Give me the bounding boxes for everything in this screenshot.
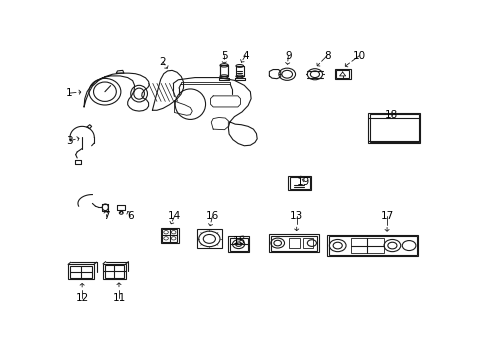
Bar xyxy=(161,228,179,243)
Text: 13: 13 xyxy=(290,211,303,221)
Bar xyxy=(351,238,384,253)
Bar xyxy=(103,264,126,279)
Text: 14: 14 xyxy=(168,211,181,221)
Bar xyxy=(329,236,416,255)
Bar xyxy=(289,238,300,248)
Text: 15: 15 xyxy=(233,237,246,246)
Bar xyxy=(228,237,249,252)
Bar xyxy=(336,69,349,78)
Bar xyxy=(68,264,94,279)
Bar xyxy=(162,229,177,242)
Bar xyxy=(270,234,318,252)
Text: 10: 10 xyxy=(353,51,366,61)
Text: 8: 8 xyxy=(324,51,330,61)
Text: 6: 6 xyxy=(127,211,134,221)
Text: 9: 9 xyxy=(285,51,292,61)
Bar xyxy=(197,229,221,248)
Bar xyxy=(288,176,311,190)
Bar xyxy=(303,238,314,248)
Bar xyxy=(230,238,248,251)
Bar xyxy=(369,114,419,142)
Bar xyxy=(104,265,124,278)
Bar xyxy=(271,235,317,251)
Bar xyxy=(368,113,420,143)
Text: 11: 11 xyxy=(112,293,125,303)
Text: 2: 2 xyxy=(160,57,166,67)
Text: 19: 19 xyxy=(297,177,310,187)
Text: 1: 1 xyxy=(66,88,73,98)
Bar xyxy=(70,266,93,278)
Bar xyxy=(327,235,418,256)
Text: 18: 18 xyxy=(385,110,398,120)
Text: 5: 5 xyxy=(221,51,228,61)
Bar xyxy=(290,177,310,189)
Bar xyxy=(335,69,351,79)
Text: 17: 17 xyxy=(380,211,393,221)
Text: 7: 7 xyxy=(103,211,109,221)
Text: 4: 4 xyxy=(242,51,249,61)
Text: 3: 3 xyxy=(66,136,73,146)
Text: 16: 16 xyxy=(206,211,219,221)
Text: 12: 12 xyxy=(75,293,89,303)
